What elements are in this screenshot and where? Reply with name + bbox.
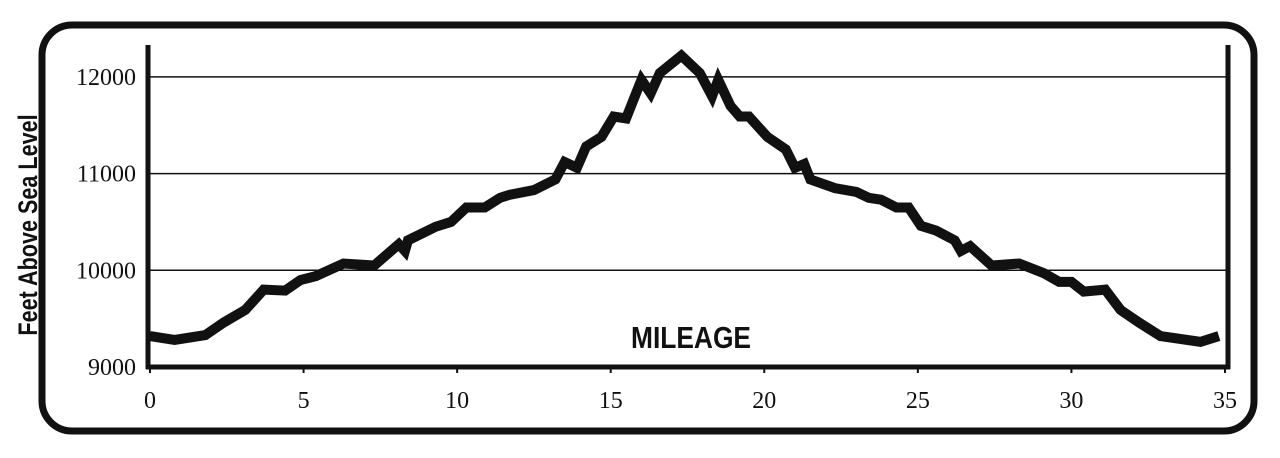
- elevation-line: [149, 48, 1221, 347]
- x-tick-label: 0: [144, 388, 156, 414]
- y-tick-label: 10000: [76, 258, 136, 284]
- x-tick-label: 5: [298, 388, 310, 414]
- y-tick-label: 9000: [88, 355, 136, 381]
- x-tick-label: 20: [752, 388, 776, 414]
- x-tick-label: 15: [599, 388, 623, 414]
- x-tick-label: 10: [445, 388, 469, 414]
- x-tick-label: 35: [1213, 388, 1237, 414]
- x-tick-label: 30: [1059, 388, 1083, 414]
- y-tick-label: 11000: [77, 162, 136, 188]
- frame: [38, 21, 1258, 435]
- y-axis-label: Feet Above Sea Level: [14, 114, 44, 335]
- y-tick-label: 12000: [76, 65, 136, 91]
- x-axis-label: MILEAGE: [631, 321, 751, 355]
- x-tick-label: 25: [906, 388, 930, 414]
